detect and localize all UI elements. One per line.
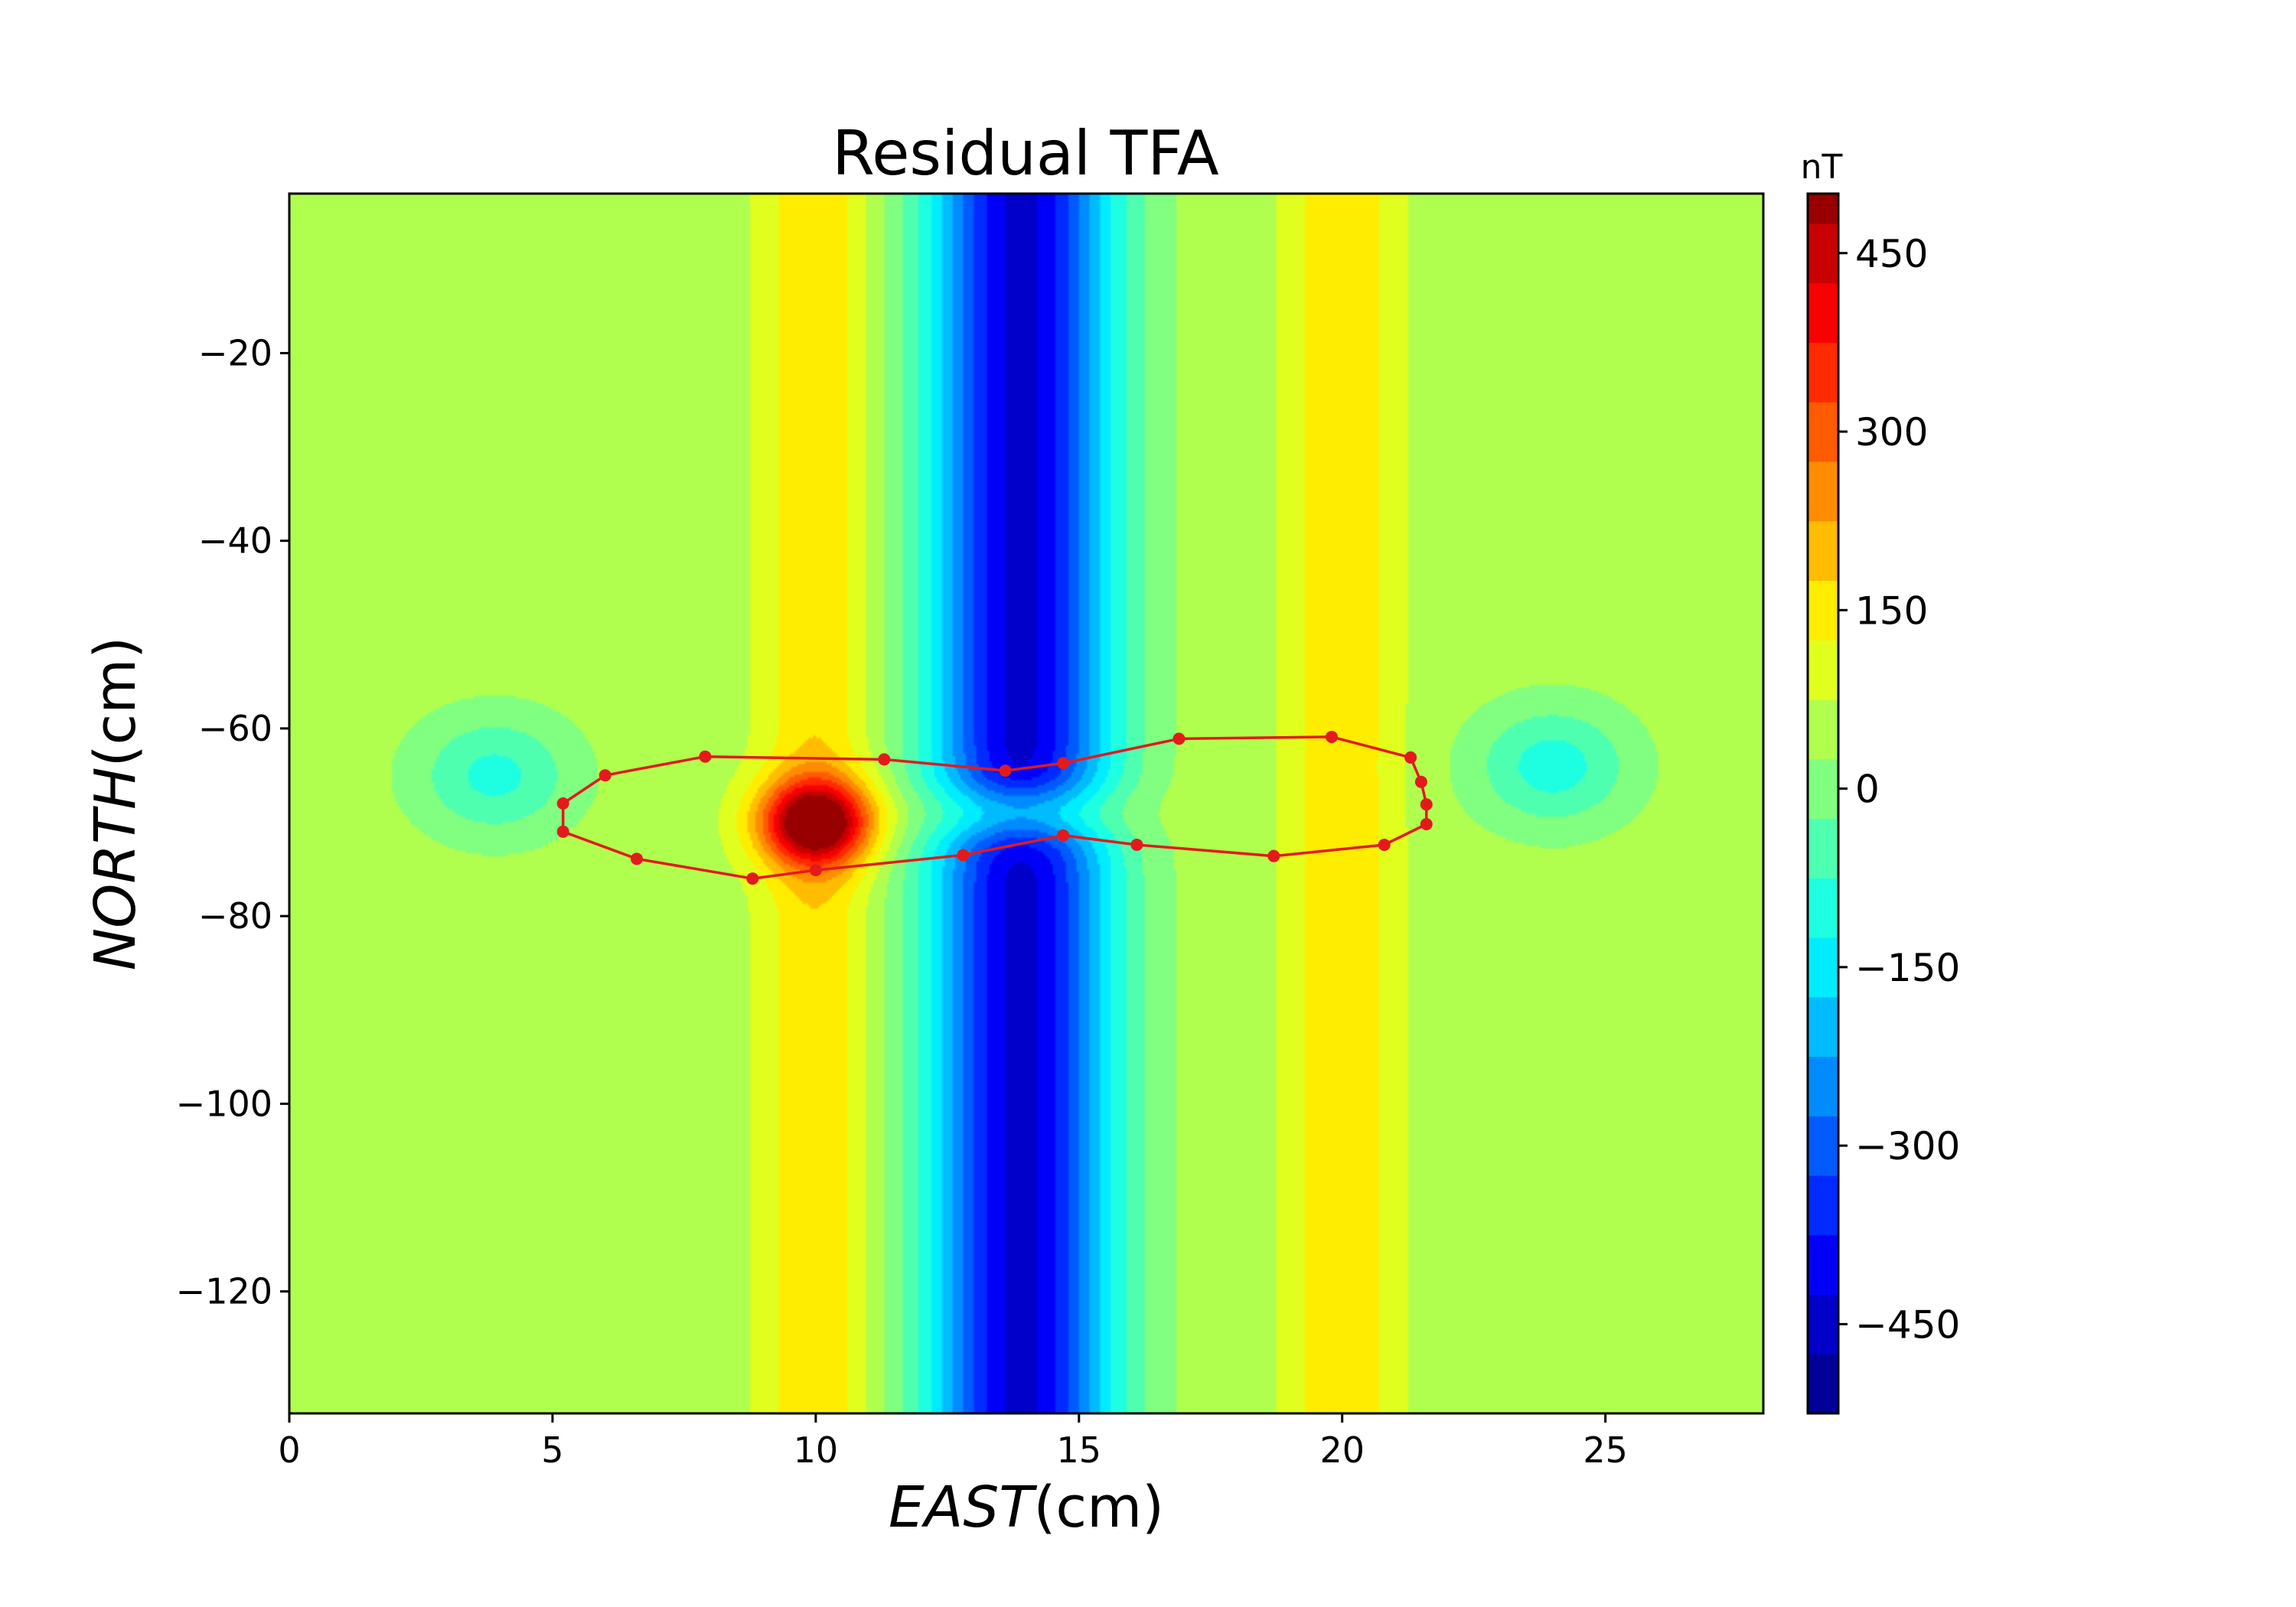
outline-vertex [1420, 798, 1433, 811]
colorbar-band [1808, 282, 1838, 343]
y-tick-label: −40 [198, 520, 272, 562]
colorbar-unit-label: nT [1801, 148, 1843, 187]
colorbar-band [1808, 1294, 1838, 1354]
colorbar-tick-label: −150 [1855, 946, 1960, 990]
x-tick-label: 0 [278, 1429, 300, 1471]
colorbar-tick-label: −450 [1855, 1302, 1960, 1347]
colorbar-ticks: 450 300 150 0 −150 −300 −450 [1838, 232, 1960, 1347]
colorbar-band [1808, 1234, 1838, 1296]
outline-vertex [1057, 829, 1070, 842]
colorbar-band [1808, 194, 1838, 224]
y-tick-label: −120 [176, 1271, 272, 1312]
outline-vertex [1325, 730, 1338, 743]
outline-vertex [746, 872, 759, 885]
colorbar-band [1808, 640, 1838, 700]
colorbar-band [1808, 402, 1838, 462]
y-axis-unit: (cm) [83, 637, 148, 768]
outline-vertex [1404, 751, 1417, 764]
chart-title: Residual TFA [832, 118, 1219, 189]
y-tick-label: −60 [198, 708, 272, 749]
x-tick-label: 5 [541, 1429, 563, 1471]
colorbar-tick-label: −300 [1855, 1124, 1960, 1169]
outline-vertex [630, 852, 643, 865]
colorbar-band [1808, 1354, 1838, 1414]
colorbar-band [1808, 223, 1838, 284]
x-axis-var: EAST [889, 1475, 1038, 1540]
colorbar-band [1808, 937, 1838, 998]
y-axis: −20 −40 −60 −80 −100 −120 [176, 332, 289, 1312]
outline-vertex [878, 753, 891, 766]
outline-vertex [809, 864, 822, 877]
outline-points [556, 730, 1433, 885]
tfa-contour-field [289, 194, 1763, 1413]
x-tick-label: 15 [1057, 1429, 1102, 1471]
y-axis-var: NORTH [83, 767, 148, 970]
y-tick-label: −20 [198, 332, 272, 373]
outline-vertex [957, 849, 970, 862]
colorbar-band [1808, 1116, 1838, 1176]
colorbar-tick-label: 450 [1855, 232, 1928, 276]
y-tick-label: −80 [198, 895, 272, 937]
colorbar-tick-label: 150 [1855, 588, 1928, 633]
colorbar-band [1808, 818, 1838, 878]
colorbar: nT 450 300 150 0 −150 −300 −450 [1801, 148, 1960, 1415]
outline-vertex [556, 797, 569, 810]
colorbar-band [1808, 1056, 1838, 1116]
colorbar-tick-label: 0 [1855, 768, 1880, 812]
x-axis-label: EAST(cm) [889, 1475, 1164, 1540]
outline-vertex [699, 750, 712, 763]
colorbar-bands [1808, 194, 1838, 1414]
colorbar-band [1808, 996, 1838, 1058]
x-axis-unit: (cm) [1034, 1475, 1165, 1540]
x-tick-label: 25 [1583, 1429, 1628, 1471]
y-axis-label: NORTH(cm) [83, 637, 148, 970]
colorbar-band [1808, 699, 1838, 760]
colorbar-band [1808, 580, 1838, 641]
colorbar-tick-label: 300 [1855, 410, 1928, 455]
y-tick-label: −100 [176, 1083, 272, 1124]
outline-vertex [999, 764, 1012, 777]
plot-area [288, 192, 1765, 1415]
outline-vertex [1414, 775, 1427, 788]
colorbar-band [1808, 878, 1838, 938]
outline-vertex [1057, 757, 1070, 770]
plot-frame [288, 192, 1765, 1415]
colorbar-band [1808, 520, 1838, 582]
x-tick-label: 10 [794, 1429, 839, 1471]
outline-vertex [598, 769, 612, 782]
colorbar-band [1808, 342, 1838, 403]
x-tick-label: 20 [1319, 1429, 1365, 1471]
outline-vertex [1420, 817, 1433, 830]
outline-polygon [561, 735, 1428, 880]
x-axis: 0 5 10 15 20 25 [278, 1413, 1628, 1471]
outline-vertex [1130, 838, 1143, 851]
outline-vertex [556, 825, 569, 838]
colorbar-band [1808, 1175, 1838, 1236]
colorbar-band [1808, 461, 1838, 522]
outline-vertex [1172, 732, 1186, 745]
colorbar-frame [1806, 192, 1840, 1415]
outline-vertex [1267, 849, 1280, 862]
outline-vertex [1378, 838, 1391, 851]
colorbar-band [1808, 758, 1838, 820]
